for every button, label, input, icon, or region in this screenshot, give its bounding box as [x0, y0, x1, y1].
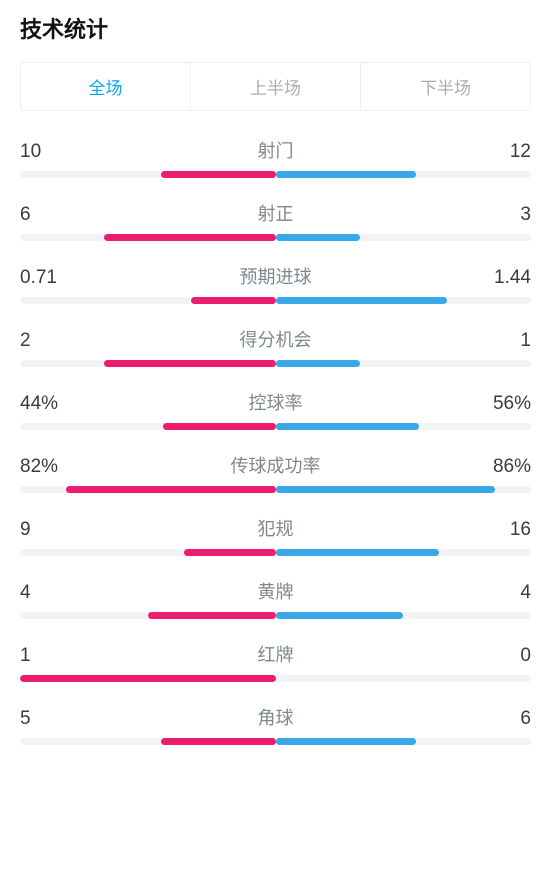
stat-row: 2 得分机会 1 — [20, 326, 531, 367]
stat-right-value: 16 — [471, 519, 531, 541]
stat-right-value: 4 — [471, 582, 531, 604]
stat-left-value: 1 — [20, 645, 80, 667]
stat-right-value: 3 — [471, 204, 531, 226]
stat-bar-left-fill — [191, 297, 275, 304]
stat-row: 44% 控球率 56% — [20, 389, 531, 430]
stat-label: 传球成功率 — [231, 452, 321, 478]
stat-row: 9 犯规 16 — [20, 515, 531, 556]
stat-label: 红牌 — [258, 641, 294, 667]
stat-bar — [20, 423, 531, 430]
stat-row: 0.71 预期进球 1.44 — [20, 263, 531, 304]
stat-bar — [20, 612, 531, 619]
stat-row: 82% 传球成功率 86% — [20, 452, 531, 493]
stat-bar — [20, 486, 531, 493]
tab-0[interactable]: 全场 — [21, 63, 191, 110]
stat-bar-right-fill — [276, 738, 417, 745]
stat-left-value: 2 — [20, 330, 80, 352]
stat-left-value: 44% — [20, 393, 80, 415]
stat-left-value: 6 — [20, 204, 80, 226]
stat-left-value: 4 — [20, 582, 80, 604]
stat-bar — [20, 297, 531, 304]
stat-row: 5 角球 6 — [20, 704, 531, 745]
stat-bar-left-fill — [20, 675, 276, 682]
stat-row: 1 红牌 0 — [20, 641, 531, 682]
stat-row: 6 射正 3 — [20, 200, 531, 241]
stat-label: 黄牌 — [258, 578, 294, 604]
stat-label: 角球 — [258, 704, 294, 730]
stat-left-value: 82% — [20, 456, 80, 478]
stat-bar-left-fill — [161, 171, 276, 178]
stat-bar-left-fill — [148, 612, 276, 619]
stat-bar — [20, 549, 531, 556]
stat-bar-right-fill — [276, 423, 419, 430]
stat-bar-left-fill — [163, 423, 275, 430]
stat-bar-left-fill — [161, 738, 276, 745]
stat-bar-right-fill — [276, 360, 360, 367]
stat-right-value: 1.44 — [471, 267, 531, 289]
stat-label: 射门 — [258, 137, 294, 163]
stat-bar — [20, 171, 531, 178]
stat-bar — [20, 234, 531, 241]
stat-bar-left-fill — [104, 360, 275, 367]
stat-bar-right-fill — [276, 486, 496, 493]
stat-bar-left-fill — [66, 486, 276, 493]
stat-bar-right-fill — [276, 612, 404, 619]
tab-2[interactable]: 下半场 — [361, 63, 530, 110]
stat-bar-right-fill — [276, 171, 417, 178]
stat-left-value: 9 — [20, 519, 80, 541]
stats-list: 10射门126射正30.71预期进球1.442得分机会144%控球率56%82%… — [20, 137, 531, 745]
stat-bar — [20, 360, 531, 367]
stat-label: 射正 — [258, 200, 294, 226]
tab-1[interactable]: 上半场 — [191, 63, 361, 110]
stat-label: 得分机会 — [240, 326, 312, 352]
stat-label: 犯规 — [258, 515, 294, 541]
stat-row: 4 黄牌 4 — [20, 578, 531, 619]
stat-bar-right-fill — [276, 297, 447, 304]
stat-left-value: 5 — [20, 708, 80, 730]
stat-left-value: 0.71 — [20, 267, 80, 289]
page-title: 技术统计 — [20, 12, 531, 44]
stat-bar — [20, 738, 531, 745]
stat-bar-right-fill — [276, 234, 360, 241]
stat-row: 10 射门 12 — [20, 137, 531, 178]
stat-label: 预期进球 — [240, 263, 312, 289]
stat-bar-left-fill — [104, 234, 275, 241]
stat-right-value: 56% — [471, 393, 531, 415]
stat-label: 控球率 — [249, 389, 303, 415]
period-tabs: 全场上半场下半场 — [20, 62, 531, 111]
stat-right-value: 0 — [471, 645, 531, 667]
stat-right-value: 86% — [471, 456, 531, 478]
stat-bar-left-fill — [184, 549, 276, 556]
stat-bar-right-fill — [276, 549, 440, 556]
stat-right-value: 6 — [471, 708, 531, 730]
stat-right-value: 12 — [471, 141, 531, 163]
stat-bar — [20, 675, 531, 682]
stat-right-value: 1 — [471, 330, 531, 352]
stat-left-value: 10 — [20, 141, 80, 163]
